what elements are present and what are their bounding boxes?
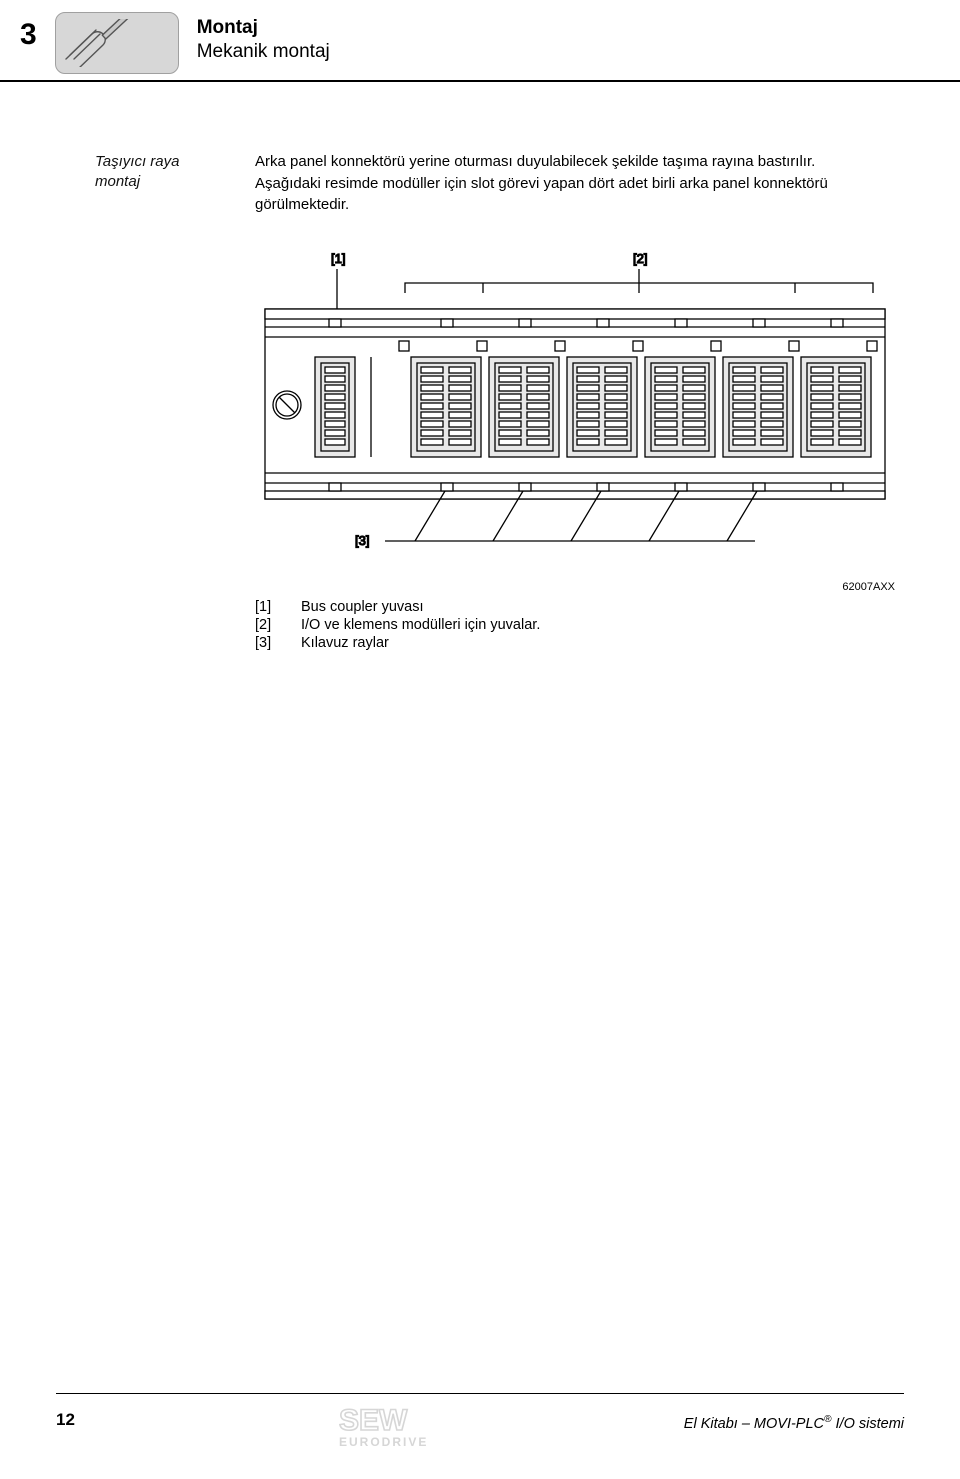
paragraph-2: Aşağıdaki resimde modüller için slot gör… xyxy=(255,174,900,215)
screw-icon xyxy=(273,391,301,419)
footer-right: El Kitabı – MOVI-PLC® I/O sistemi xyxy=(684,1404,904,1432)
margin-note-line1: Taşıyıcı raya xyxy=(95,153,179,170)
content-row: Taşıyıcı raya montaj Arka panel konnektö… xyxy=(0,82,960,217)
module-slot xyxy=(489,357,559,457)
screwdriver-icon xyxy=(58,19,176,67)
module-slot xyxy=(801,357,871,457)
legend-text: I/O ve klemens modülleri için yuvalar. xyxy=(301,617,540,633)
backplane-diagram: [1] [2] xyxy=(255,245,895,575)
legend-row: [2] I/O ve klemens modülleri için yuvala… xyxy=(255,617,960,633)
section-number: 3 xyxy=(20,12,37,50)
header-title: Montaj xyxy=(197,16,330,40)
figure-code: 62007AXX xyxy=(0,581,960,593)
header-icon-box xyxy=(55,12,179,74)
footer-text-pre: El Kitabı – MOVI-PLC xyxy=(684,1416,824,1432)
page: 3 Montaj Mekanik montaj xyxy=(0,0,960,1479)
module-slot xyxy=(411,357,481,457)
legend-text: Bus coupler yuvası xyxy=(301,599,424,615)
callout-label-1: [1] xyxy=(331,251,345,266)
sew-logo: SEW EURODRIVE xyxy=(339,1404,499,1455)
page-header: 3 Montaj Mekanik montaj xyxy=(0,12,960,74)
margin-note-line2: montaj xyxy=(95,173,140,190)
module-slot xyxy=(645,357,715,457)
callout-label-3: [3] xyxy=(355,533,369,548)
margin-note: Taşıyıcı raya montaj xyxy=(95,152,245,217)
header-subtitle: Mekanik montaj xyxy=(197,40,330,64)
footer-row: 12 SEW EURODRIVE El Kitabı – MOVI-PLC® I… xyxy=(0,1404,960,1455)
legend-key: [1] xyxy=(255,599,283,615)
module-slot xyxy=(723,357,793,457)
footer: 12 SEW EURODRIVE El Kitabı – MOVI-PLC® I… xyxy=(0,1393,960,1455)
figure: [1] [2] xyxy=(255,245,900,575)
legend-row: [1] Bus coupler yuvası xyxy=(255,599,960,615)
legend-key: [3] xyxy=(255,635,283,651)
footer-rule xyxy=(56,1393,904,1394)
legend-row: [3] Kılavuz raylar xyxy=(255,635,960,651)
svg-text:EURODRIVE: EURODRIVE xyxy=(339,1435,428,1449)
footer-text-post: I/O sistemi xyxy=(831,1416,904,1432)
body-text: Arka panel konnektörü yerine oturması du… xyxy=(255,152,900,217)
svg-text:SEW: SEW xyxy=(339,1404,408,1437)
callout-label-2: [2] xyxy=(633,251,647,266)
legend-text: Kılavuz raylar xyxy=(301,635,389,651)
paragraph-1: Arka panel konnektörü yerine oturması du… xyxy=(255,152,900,172)
legend: [1] Bus coupler yuvası [2] I/O ve klemen… xyxy=(255,599,960,651)
page-number: 12 xyxy=(56,1404,75,1430)
legend-key: [2] xyxy=(255,617,283,633)
header-titles: Montaj Mekanik montaj xyxy=(197,12,330,64)
module-slot xyxy=(567,357,637,457)
